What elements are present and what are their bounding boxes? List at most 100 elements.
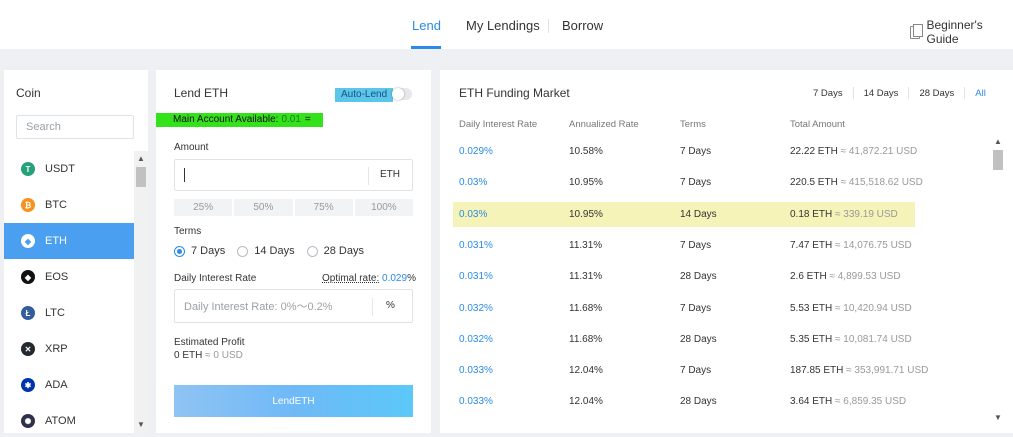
daily-rate-cell: 0.03%: [459, 208, 488, 220]
amount-usd: ≈ 14,076.75 USD: [835, 239, 912, 251]
amount-usd: ≈ 4,899.53 USD: [829, 271, 901, 283]
amount-input[interactable]: [184, 165, 354, 185]
percent-50-button[interactable]: 50%: [234, 199, 293, 216]
atom-coin-icon: ✺: [21, 414, 35, 428]
estimated-profit-value: 0 ETH ≈ 0 USD: [174, 350, 243, 361]
tab-lend[interactable]: Lend: [412, 18, 441, 33]
daily-rate-cell: 0.033%: [459, 396, 493, 408]
coin-item-atom[interactable]: ✺ ATOM: [4, 403, 134, 437]
optimal-rate-value: 0.029: [382, 273, 408, 284]
market-row[interactable]: 0.033% 12.04% 7 Days 187.85 ETH ≈ 353,991.7…: [453, 358, 928, 383]
terms-cell: 28 Days: [680, 271, 717, 283]
coin-item-usdt[interactable]: T USDT: [4, 151, 134, 187]
annualized-rate-cell: 11.31%: [569, 271, 603, 283]
percent-buttons: 25% 50% 75% 100%: [174, 199, 413, 216]
term-radio-14-days[interactable]: 14 Days: [237, 245, 295, 257]
market-row[interactable]: 0.03% 10.95% 7 Days 220.5 ETH ≈ 415,518.62 …: [453, 170, 923, 195]
daily-rate-cell: 0.033%: [459, 365, 493, 377]
market-row[interactable]: 0.03% 10.95% 14 Days 0.18 ETH ≈ 339.19 USD: [453, 201, 915, 227]
funding-market-panel: ETH Funding Market 7 Days 14 Days 28 Day…: [440, 70, 1013, 433]
radio-dot: [306, 245, 318, 257]
coin-panel: Coin TUSDT₿BTC◆ETH◆EOSŁLTC✕XRP✱ADA✺ATOM …: [4, 70, 148, 433]
amount-usd: ≈ 41,872.21 USD: [840, 146, 918, 157]
filter-7-days[interactable]: 7 Days: [813, 87, 843, 99]
percent-100-button[interactable]: 100%: [354, 199, 413, 216]
term-label: 28 Days: [323, 245, 364, 257]
optimal-rate[interactable]: Optimal rate: 0.029%: [322, 273, 416, 284]
amount-eth: 187.85 ETH: [790, 365, 844, 377]
coin-list: T USDT ₿ BTC ◆ ETH ◆ EOS Ł LTC ✕ XRP ✱ ADA ✺ ATOM: [4, 151, 134, 437]
tab-my-lendings[interactable]: My Lendings: [466, 18, 540, 33]
estimated-profit-label: Estimated Profit: [174, 337, 245, 348]
coin-label: XRP: [45, 343, 68, 355]
percent-75-button[interactable]: 75%: [294, 199, 353, 216]
market-row[interactable]: 0.032% 11.68% 28 Days 5.35 ETH ≈ 10,081.74 …: [453, 327, 915, 352]
amount-unit: ETH: [380, 169, 400, 180]
amount-eth: 5.53 ETH: [790, 302, 833, 314]
beginners-guide-link[interactable]: Beginner's Guide: [910, 18, 1013, 46]
amount-eth: 2.6 ETH: [790, 271, 827, 283]
coin-label: EOS: [45, 271, 69, 283]
scroll-down-icon[interactable]: ▼: [994, 413, 1002, 422]
coin-item-xrp[interactable]: ✕ XRP: [4, 331, 134, 367]
lend-panel: Lend ETH Auto-Lend Main Account Availabl…: [156, 70, 431, 433]
market-row[interactable]: 0.031% 11.31% 7 Days 7.47 ETH ≈ 14,076.75 U…: [453, 233, 915, 258]
daily-rate-field[interactable]: %: [174, 289, 413, 323]
filter-divider: [908, 87, 910, 99]
amount-eth: 0.18 ETH: [790, 208, 833, 220]
coin-item-eth[interactable]: ◆ ETH: [4, 223, 134, 259]
amount-usd: ≈ 353,991.71 USD: [846, 365, 929, 377]
coin-search-input[interactable]: [16, 115, 134, 139]
scroll-down-icon[interactable]: ▼: [137, 420, 145, 429]
annualized-rate-cell: 11.31%: [569, 239, 603, 251]
daily-rate-input[interactable]: [184, 297, 364, 317]
coin-item-btc[interactable]: ₿ BTC: [4, 187, 134, 223]
radio-dot: [174, 245, 185, 257]
filter-divider: [852, 87, 854, 99]
terms-label: Terms: [174, 226, 202, 237]
annualized-rate-cell: 11.68%: [569, 302, 603, 314]
ada-coin-icon: ✱: [21, 378, 35, 392]
coin-item-ada[interactable]: ✱ ADA: [4, 367, 134, 403]
daily-rate-cell: 0.029%: [459, 146, 493, 157]
amount-eth: 3.64 ETH: [790, 396, 833, 408]
scroll-up-icon[interactable]: ▲: [137, 154, 145, 163]
annualized-rate-cell: 12.04%: [569, 365, 603, 377]
amount-usd: ≈ 415,518.62 USD: [840, 177, 923, 189]
scroll-thumb[interactable]: [136, 167, 146, 187]
daily-rate-cell: 0.031%: [459, 271, 493, 283]
filter-14-days[interactable]: 14 Days: [863, 87, 899, 99]
lend-eth-button[interactable]: LendETH: [174, 385, 413, 417]
market-row[interactable]: 0.029% 10.58% 7 Days 22.22 ETH ≈ 41,872.21 …: [453, 139, 918, 164]
btc-coin-icon: ₿: [21, 198, 35, 212]
percent-25-button[interactable]: 25%: [174, 199, 233, 216]
market-row[interactable]: 0.033% 12.04% 28 Days 3.64 ETH ≈ 6,859.35 U…: [453, 389, 915, 414]
coin-label: USDT: [45, 163, 75, 175]
optimal-rate-label: Optimal rate:: [322, 273, 380, 284]
amount-field[interactable]: ETH: [174, 159, 413, 191]
daily-rate-label: Daily Interest Rate: [174, 273, 257, 284]
terms-cell: 7 Days: [680, 365, 712, 377]
auto-lend-toggle[interactable]: [392, 88, 412, 100]
market-scrollbar[interactable]: ▲ ▼: [991, 136, 1005, 424]
market-row[interactable]: 0.031% 11.31% 28 Days 2.6 ETH ≈ 4,899.53 US…: [453, 264, 915, 289]
filter-all[interactable]: All: [975, 87, 986, 99]
coin-panel-title: Coin: [16, 86, 41, 100]
scroll-up-icon[interactable]: ▲: [994, 137, 1002, 146]
total-amount-cell: 187.85 ETH ≈ 353,991.71 USD: [790, 365, 928, 376]
scroll-thumb[interactable]: [993, 150, 1003, 170]
transfer-icon[interactable]: =: [304, 114, 311, 125]
column-header-terms: Terms: [680, 119, 706, 130]
coin-item-eos[interactable]: ◆ EOS: [4, 259, 134, 295]
terms-cell: 7 Days: [680, 146, 712, 157]
total-amount-cell: 5.53 ETH ≈ 10,420.94 USD: [790, 303, 912, 314]
radio-dot: [237, 245, 249, 257]
coin-list-scrollbar[interactable]: ▲ ▼: [134, 151, 148, 433]
term-radio-7-days[interactable]: 7 Days: [174, 245, 225, 257]
term-radio-28-days[interactable]: 28 Days: [306, 245, 364, 257]
eos-coin-icon: ◆: [21, 270, 35, 284]
tab-borrow[interactable]: Borrow: [562, 18, 604, 33]
market-row[interactable]: 0.032% 11.68% 7 Days 5.53 ETH ≈ 10,420.94 U…: [453, 296, 915, 321]
coin-item-ltc[interactable]: Ł LTC: [4, 295, 134, 331]
filter-28-days[interactable]: 28 Days: [919, 87, 955, 99]
